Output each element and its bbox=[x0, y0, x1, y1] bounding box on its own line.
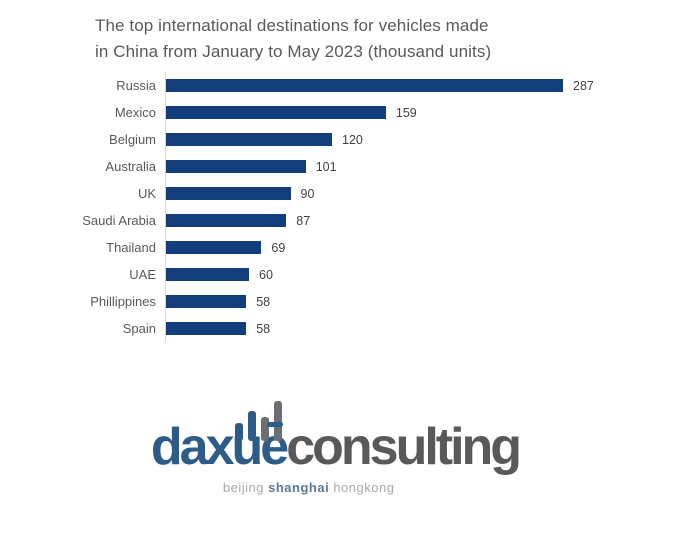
bar bbox=[166, 295, 247, 308]
bar-row: Australia 101 bbox=[0, 153, 700, 180]
category-label: UK bbox=[137, 186, 156, 201]
chart-title-line-2: in China from January to May 2023 (thous… bbox=[95, 42, 492, 61]
bar bbox=[166, 160, 306, 173]
value-label: 69 bbox=[271, 240, 286, 255]
bar bbox=[166, 241, 262, 254]
bar-track: 287 bbox=[165, 72, 700, 99]
value-label: 58 bbox=[256, 294, 271, 309]
bar-track: 101 bbox=[165, 153, 700, 180]
category-label: Phillippines bbox=[90, 294, 156, 309]
e-macron-accent bbox=[266, 422, 283, 427]
value-label: 159 bbox=[395, 105, 417, 120]
bar-track: 60 bbox=[165, 261, 700, 288]
category-label: UAE bbox=[129, 267, 156, 282]
tagline-shanghai: shanghai bbox=[268, 480, 330, 495]
category-label: Belgium bbox=[109, 132, 156, 147]
bar-track: 87 bbox=[165, 207, 700, 234]
category-label: Australia bbox=[105, 159, 156, 174]
value-label: 87 bbox=[296, 213, 311, 228]
bar bbox=[166, 268, 249, 281]
value-label: 287 bbox=[573, 78, 594, 93]
bar-row: Thailand 69 bbox=[0, 234, 700, 261]
logo-tagline: beijing shanghai hongkong bbox=[223, 462, 395, 514]
tagline-beijing: beijing bbox=[222, 480, 264, 495]
bar-row: Mexico 159 bbox=[0, 99, 700, 126]
chart-title: The top international destinations for v… bbox=[95, 13, 491, 65]
bar-row: Russia 287 bbox=[0, 72, 700, 99]
bar-chart: Russia 287 Mexico 159 Belgium 120 Australia 101… bbox=[0, 72, 700, 342]
bar-row: Phillippines 58 bbox=[0, 288, 700, 315]
category-label: Thailand bbox=[106, 240, 156, 255]
daxue-consulting-logo: daxue consulting beijing shanghai hongkon… bbox=[0, 401, 685, 495]
value-label: 120 bbox=[342, 132, 363, 147]
logo-wordmark: daxue consulting beijing shanghai hongkon… bbox=[151, 401, 522, 495]
bar-row: UK 90 bbox=[0, 180, 700, 207]
bar bbox=[166, 106, 386, 119]
bar-chart-icon-bar-2 bbox=[248, 411, 257, 441]
category-label: Saudi Arabia bbox=[82, 213, 156, 228]
bar-row: Saudi Arabia 87 bbox=[0, 207, 700, 234]
tagline-hongkong: hongkong bbox=[333, 480, 395, 495]
value-label: 101 bbox=[315, 159, 337, 174]
bar-row: UAE 60 bbox=[0, 261, 700, 288]
bar-row: Belgium 120 bbox=[0, 126, 700, 153]
bar-track: 69 bbox=[165, 234, 700, 261]
bar-track: 120 bbox=[165, 126, 700, 153]
bar-track: 159 bbox=[165, 99, 700, 126]
category-label: Spain bbox=[122, 321, 156, 336]
bar-track: 58 bbox=[165, 288, 700, 315]
bar bbox=[166, 79, 563, 92]
category-label: Mexico bbox=[114, 105, 156, 120]
value-label: 60 bbox=[259, 267, 273, 282]
bar-chart-icon-bar-4 bbox=[274, 401, 283, 441]
bar-chart-icon-bar-3 bbox=[261, 417, 270, 441]
bar bbox=[166, 187, 291, 200]
bar-track: 58 bbox=[165, 315, 700, 342]
category-label: Russia bbox=[116, 78, 156, 93]
bar-chart-icon bbox=[235, 401, 283, 441]
bar bbox=[166, 214, 287, 227]
logo-brand-secondary: consulting bbox=[286, 418, 522, 476]
bar-row: Spain 58 bbox=[0, 315, 700, 342]
value-label: 90 bbox=[300, 186, 315, 201]
bar bbox=[166, 322, 247, 335]
bar bbox=[166, 133, 332, 146]
bar-track: 90 bbox=[165, 180, 700, 207]
chart-title-line-1: The top international destinations for v… bbox=[95, 16, 489, 35]
bar-chart-icon-bar-1 bbox=[235, 423, 244, 441]
value-label: 58 bbox=[256, 321, 271, 336]
